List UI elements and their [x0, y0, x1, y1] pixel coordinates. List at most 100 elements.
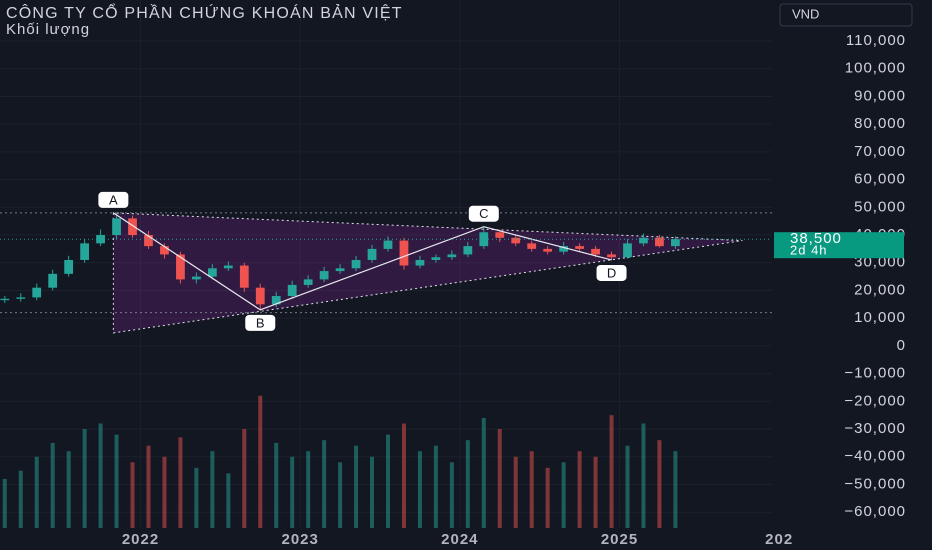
candle-body — [303, 279, 313, 285]
candle-body — [32, 287, 42, 298]
y-tick-label: 90,000 — [854, 87, 906, 104]
y-tick-label: 70,000 — [854, 143, 906, 160]
volume-bar — [146, 445, 151, 528]
candle-body — [239, 265, 249, 288]
pattern-label-box — [468, 205, 499, 222]
volume-bar — [370, 456, 375, 528]
y-tick-label: 20,000 — [854, 281, 906, 298]
volume-bar — [2, 478, 7, 528]
volume-bar — [497, 429, 502, 528]
pattern-label-box — [98, 191, 129, 208]
candle-body — [207, 268, 217, 277]
candle-body — [639, 237, 648, 244]
volume-bar — [66, 451, 71, 528]
candle-body — [575, 246, 584, 249]
x-tick-label: 2025 — [601, 531, 638, 548]
candle-body — [479, 232, 489, 247]
pattern-label: D — [607, 265, 616, 280]
volume-bar — [338, 462, 343, 528]
candle-body — [112, 218, 121, 236]
volume-bar — [449, 462, 454, 528]
y-tick-label: 10,000 — [854, 309, 906, 326]
volume-bar — [290, 456, 295, 528]
volume-bar — [50, 442, 55, 528]
candle-body — [415, 259, 425, 266]
candle-body — [399, 240, 409, 266]
candle-body — [80, 243, 90, 260]
price-tag-label: 38,500 — [790, 230, 842, 247]
y-tick-label: 0 — [897, 337, 906, 354]
volume-bar — [673, 451, 678, 528]
chart-title: CÔNG TY CỔ PHẦN CHỨNG KHOÁN BẢN VIỆT — [6, 3, 403, 22]
candle-body — [623, 243, 632, 258]
price-tag — [774, 232, 904, 259]
candle-body — [319, 271, 329, 280]
currency-box — [779, 3, 913, 27]
volume-bar — [577, 451, 582, 528]
pattern-line — [113, 212, 612, 311]
x-tick-label: 2022 — [122, 531, 159, 548]
volume-bar — [226, 473, 231, 528]
candle-body — [335, 268, 345, 272]
candle-body — [559, 246, 569, 252]
candle-body — [351, 259, 361, 269]
y-tick-label: 100,000 — [845, 60, 906, 77]
volume-bar — [210, 451, 215, 528]
candle-body — [607, 254, 616, 258]
volume-bar — [98, 423, 103, 528]
candle-body — [144, 235, 153, 247]
y-tick-label: 110,000 — [846, 32, 906, 49]
candle-body — [463, 246, 473, 255]
volume-bar — [529, 451, 534, 528]
volume-bar — [545, 467, 550, 528]
candle-body — [0, 298, 10, 301]
candle-body — [192, 276, 201, 280]
volume-bar — [194, 467, 199, 528]
candle-body — [48, 273, 58, 288]
y-tick-label: 50,000 — [854, 198, 906, 215]
candle-body — [591, 248, 600, 255]
candle-body — [495, 232, 505, 238]
y-tick-label: 80,000 — [854, 115, 906, 132]
volume-bar — [82, 429, 87, 528]
volume-bar — [258, 395, 263, 528]
volume-bar — [641, 423, 646, 528]
volume-bar — [354, 445, 359, 528]
y-tick-label: −10,000 — [844, 365, 906, 382]
candle-body — [160, 246, 169, 255]
candle-body — [655, 237, 664, 247]
volume-bar — [593, 456, 598, 528]
volume-bar — [242, 429, 247, 528]
pattern-label-box — [596, 264, 627, 281]
candle-body — [223, 265, 233, 269]
y-tick-label: −50,000 — [844, 475, 906, 492]
volume-bar — [385, 434, 390, 528]
volume-bar — [481, 417, 486, 528]
volume-bar — [401, 423, 406, 528]
volume-bar — [465, 440, 470, 528]
volume-bar — [306, 451, 311, 528]
candle-body — [271, 296, 281, 305]
candle-body — [64, 259, 74, 274]
pattern-label: A — [109, 192, 118, 207]
x-tick-label: 2023 — [281, 531, 318, 548]
y-tick-label: −30,000 — [844, 420, 906, 437]
pattern-label: B — [256, 315, 265, 330]
volume-bar — [18, 470, 23, 528]
volume-bar — [417, 451, 422, 528]
x-tick-label: 202 — [765, 531, 793, 548]
y-tick-label: −60,000 — [844, 503, 906, 520]
triangle-pattern — [112, 212, 743, 334]
y-tick-label: −20,000 — [844, 392, 906, 409]
volume-bar — [609, 415, 614, 528]
candle-body — [511, 237, 521, 244]
pattern-label-box — [245, 314, 276, 331]
countdown: 2d 4h — [790, 243, 828, 258]
candle-body — [527, 243, 537, 249]
volume-bar — [625, 445, 630, 528]
volume-bar — [657, 440, 662, 528]
candle-body — [447, 254, 457, 258]
volume-bar — [162, 456, 167, 528]
